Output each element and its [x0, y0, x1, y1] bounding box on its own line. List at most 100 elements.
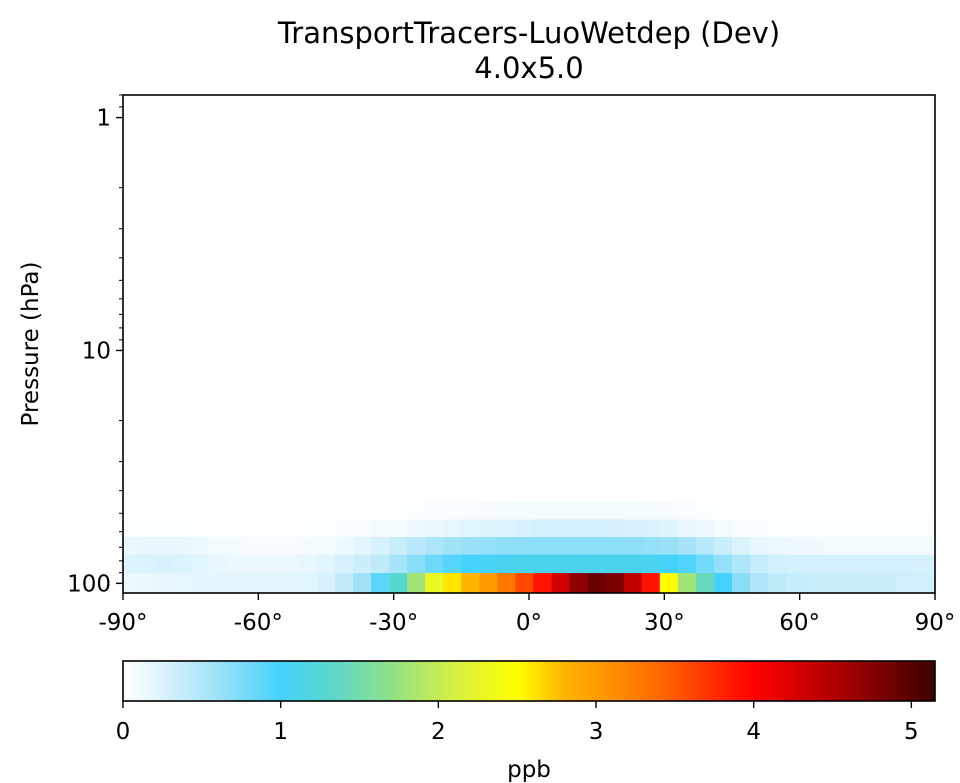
- heatmap-cell: [732, 572, 751, 594]
- heatmap-cell: [551, 554, 571, 574]
- x-axis: -90° -60° -30° 0° 30° 60° 90°: [98, 593, 955, 636]
- heatmap-cell: [695, 501, 715, 520]
- heatmap-cell: [407, 501, 426, 520]
- heatmap-cell: [930, 536, 936, 555]
- heatmap-cell: [425, 554, 444, 574]
- y-tick-label: 10: [82, 338, 111, 364]
- x-tick-label: -30°: [369, 610, 418, 636]
- heatmap-cell: [623, 519, 643, 538]
- heatmap-cell: [732, 554, 751, 574]
- heatmap-cell: [316, 572, 336, 594]
- heatmap-cell: [605, 501, 625, 520]
- heatmap-cell: [298, 572, 318, 594]
- heatmap-cell: [768, 554, 787, 574]
- heatmap-cell: [461, 554, 480, 574]
- heatmap-cell: [136, 536, 156, 555]
- heatmap-cell: [371, 572, 390, 594]
- heatmap-cell: [587, 554, 607, 574]
- heatmap-cell: [840, 572, 859, 594]
- heatmap-cell: [876, 554, 895, 574]
- heatmap-cell: [677, 519, 697, 538]
- heatmap-cell: [172, 572, 192, 594]
- y-tick-label: 1: [96, 106, 111, 132]
- colorbar-tick-label: 3: [589, 719, 604, 745]
- heatmap-cell: [894, 519, 913, 538]
- heatmap-cell: [840, 554, 859, 574]
- heatmap-cell: [750, 536, 769, 555]
- heatmap-cell: [786, 536, 805, 555]
- heatmap-cells: [123, 501, 936, 594]
- heatmap-cell: [659, 536, 679, 555]
- heatmap-cell: [497, 519, 516, 538]
- heatmap-cell: [280, 572, 300, 594]
- heatmap-cell: [389, 554, 408, 574]
- heatmap-cell: [713, 572, 733, 594]
- colorbar-tick-label: 2: [431, 719, 446, 745]
- heatmap-cell: [262, 572, 282, 594]
- x-tick-label: 0°: [516, 610, 542, 636]
- heatmap-cell: [190, 536, 210, 555]
- heatmap-cell: [280, 536, 300, 555]
- heatmap-cell: [226, 536, 246, 555]
- heatmap-cell: [371, 501, 390, 520]
- heatmap-cell: [190, 572, 210, 594]
- heatmap-cell: [804, 572, 823, 594]
- heatmap-cell: [443, 572, 462, 594]
- heatmap-cell: [497, 536, 516, 555]
- heatmap-cell: [641, 536, 661, 555]
- colorbar-label: ppb: [507, 757, 551, 783]
- heatmap-cell: [154, 519, 174, 538]
- heatmap-cell: [123, 519, 138, 538]
- heatmap-cell: [389, 519, 408, 538]
- y-axis: 1 10 100: [67, 94, 123, 597]
- heatmap-cell: [695, 554, 715, 574]
- heatmap-cell: [443, 519, 462, 538]
- heatmap-cell: [479, 572, 498, 594]
- heatmap-cell: [623, 554, 643, 574]
- heatmap-cell: [677, 572, 697, 594]
- heatmap-cell: [208, 554, 228, 574]
- heatmap-cell: [605, 519, 625, 538]
- heatmap-cell: [407, 519, 426, 538]
- heatmap-cell: [858, 572, 877, 594]
- heatmap-cell: [497, 554, 516, 574]
- colorbar-tick-label: 5: [904, 719, 919, 745]
- heatmap-cell: [136, 519, 156, 538]
- chart-subtitle: 4.0x5.0: [474, 51, 584, 85]
- heatmap-cell: [425, 536, 444, 555]
- heatmap-cell: [389, 536, 408, 555]
- heatmap-cell: [335, 536, 354, 555]
- heatmap-cell: [316, 554, 336, 574]
- heatmap-cell: [912, 572, 931, 594]
- y-axis-label: Pressure (hPa): [18, 262, 44, 427]
- heatmap-cell: [389, 572, 408, 594]
- heatmap-cell: [533, 519, 553, 538]
- heatmap-cell: [750, 519, 769, 538]
- heatmap-cell: [316, 536, 336, 555]
- heatmap-cell: [659, 572, 679, 594]
- heatmap-cell: [587, 501, 607, 520]
- heatmap-cell: [659, 519, 679, 538]
- heatmap-cell: [912, 536, 931, 555]
- heatmap-cell: [695, 536, 715, 555]
- heatmap-cell: [461, 519, 480, 538]
- heatmap-cell: [443, 501, 462, 520]
- heatmap-cell: [822, 519, 841, 538]
- heatmap-cell: [407, 554, 426, 574]
- x-tick-label: 30°: [644, 610, 685, 636]
- heatmap-cell: [136, 572, 156, 594]
- heatmap-cell: [840, 536, 859, 555]
- heatmap-cell: [280, 554, 300, 574]
- heatmap-cell: [190, 519, 210, 538]
- heatmap-cell: [876, 536, 895, 555]
- heatmap-cell: [750, 501, 769, 520]
- heatmap-cell: [443, 536, 462, 555]
- heatmap-cell: [244, 554, 264, 574]
- colorbar-gradient: [123, 661, 935, 701]
- heatmap-cell: [154, 536, 174, 555]
- heatmap-cell: [353, 519, 372, 538]
- heatmap-cell: [244, 536, 264, 555]
- heatmap-cell: [822, 572, 841, 594]
- heatmap-cell: [551, 501, 571, 520]
